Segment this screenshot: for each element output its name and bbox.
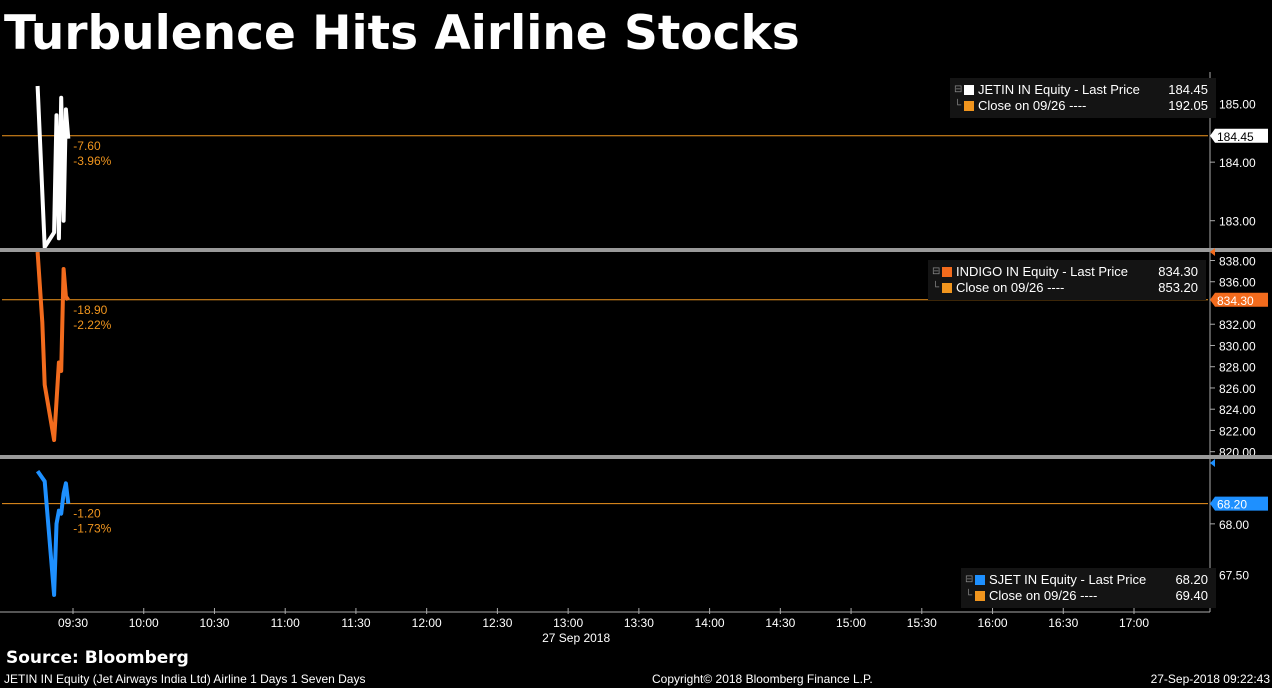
legend-value: 192.05 (1168, 98, 1208, 113)
change-label: -18.90 (73, 303, 107, 317)
legend-indigo: ⊟ INDIGO IN Equity - Last Price 834.30 └ Clo… (928, 260, 1206, 300)
y-tick-label: 828.00 (1219, 361, 1256, 375)
x-tick-label: 17:00 (1119, 616, 1149, 630)
change-label: -1.20 (73, 507, 101, 521)
chart-title: Turbulence Hits Airline Stocks (4, 6, 800, 61)
tree-icon: ⊟ (932, 266, 941, 277)
source-label: Source: Bloomberg (6, 648, 189, 668)
y-tick-label: 185.00 (1219, 98, 1256, 112)
y-tick-label: 822.00 (1219, 424, 1256, 438)
tree-icon: ⊟ (965, 574, 974, 585)
series-line-indigo (35, 251, 70, 442)
x-tick-label: 09:30 (58, 616, 88, 630)
x-tick-label: 13:30 (624, 616, 654, 630)
legend-label: SJET IN Equity - Last Price (989, 572, 1147, 587)
x-tick-label: 11:30 (341, 616, 370, 630)
legend-entry: └ Close on 09/26 ---- 853.20 (932, 280, 1198, 296)
y-tick-label: 832.00 (1219, 318, 1256, 332)
legend-jetin: ⊟ JETIN IN Equity - Last Price 184.45 └ Clos… (950, 78, 1216, 118)
price-tag-label: 184.45 (1217, 130, 1254, 144)
series-line-jetin (35, 85, 71, 250)
axis-marker (1210, 248, 1215, 256)
panel-separator (0, 248, 1272, 252)
x-tick-label: 15:30 (907, 616, 937, 630)
legend-label: Close on 09/26 ---- (989, 588, 1098, 603)
legend-value: 68.20 (1175, 572, 1208, 587)
y-tick-label: 183.00 (1219, 215, 1256, 229)
price-tag-label: 68.20 (1217, 498, 1247, 512)
x-tick-label: 11:00 (271, 616, 300, 630)
x-tick-label: 15:00 (836, 616, 866, 630)
change-pct-label: -1.73% (73, 522, 111, 536)
legend-label: Close on 09/26 ---- (956, 280, 1065, 295)
panel-separator (0, 455, 1272, 459)
y-tick-label: 838.00 (1219, 254, 1256, 268)
legend-entry: ⊟ INDIGO IN Equity - Last Price 834.30 (932, 264, 1198, 280)
legend-swatch (975, 591, 985, 601)
y-tick-label: 67.50 (1219, 569, 1249, 583)
y-tick-label: 836.00 (1219, 276, 1256, 290)
footer-timestamp: 27-Sep-2018 09:22:43 (1150, 672, 1270, 686)
legend-value: 184.45 (1168, 82, 1208, 97)
legend-entry: ⊟ JETIN IN Equity - Last Price 184.45 (954, 82, 1208, 98)
price-tag (1210, 128, 1268, 143)
x-tick-label: 12:30 (482, 616, 512, 630)
change-pct-label: -3.96% (73, 154, 111, 168)
tree-icon: ⊟ (954, 84, 963, 95)
legend-label: INDIGO IN Equity - Last Price (956, 264, 1128, 279)
legend-swatch (942, 267, 952, 277)
x-tick-label: 10:30 (199, 616, 229, 630)
change-pct-label: -2.22% (73, 318, 111, 332)
y-tick-label: 184.00 (1219, 156, 1256, 170)
x-tick-label: 10:00 (129, 616, 159, 630)
y-tick-label: 830.00 (1219, 339, 1256, 353)
axis-marker (1210, 459, 1215, 467)
legend-sjet: ⊟ SJET IN Equity - Last Price 68.20 └ Close … (961, 568, 1216, 608)
x-date-label: 27 Sep 2018 (542, 631, 610, 645)
legend-entry: └ Close on 09/26 ---- 69.40 (965, 588, 1208, 604)
legend-swatch (964, 85, 974, 95)
legend-entry: ⊟ SJET IN Equity - Last Price 68.20 (965, 572, 1208, 588)
tree-icon: └ (965, 590, 973, 601)
legend-swatch (964, 101, 974, 111)
x-tick-label: 14:00 (695, 616, 725, 630)
footer-copyright: Copyright© 2018 Bloomberg Finance L.P. (652, 672, 873, 686)
price-tag (1210, 496, 1268, 511)
y-tick-label: 826.00 (1219, 382, 1256, 396)
x-tick-label: 12:00 (412, 616, 442, 630)
y-tick-label: 68.00 (1219, 518, 1249, 532)
legend-value: 69.40 (1175, 588, 1208, 603)
legend-label: Close on 09/26 ---- (978, 98, 1087, 113)
price-tag (1210, 292, 1268, 307)
legend-label: JETIN IN Equity - Last Price (978, 82, 1140, 97)
y-tick-label: 824.00 (1219, 403, 1256, 417)
series-line-sjet (35, 469, 71, 597)
tree-icon: └ (932, 282, 940, 293)
footer-description: JETIN IN Equity (Jet Airways India Ltd) … (4, 672, 366, 686)
legend-value: 853.20 (1158, 280, 1198, 295)
x-tick-label: 16:30 (1048, 616, 1078, 630)
legend-value: 834.30 (1158, 264, 1198, 279)
tree-icon: └ (954, 100, 962, 111)
legend-swatch (975, 575, 985, 585)
legend-swatch (942, 283, 952, 293)
x-tick-label: 14:30 (765, 616, 795, 630)
x-tick-label: 13:00 (553, 616, 583, 630)
price-tag-label: 834.30 (1217, 294, 1254, 308)
legend-entry: └ Close on 09/26 ---- 192.05 (954, 98, 1208, 114)
change-label: -7.60 (73, 139, 101, 153)
x-tick-label: 16:00 (978, 616, 1008, 630)
